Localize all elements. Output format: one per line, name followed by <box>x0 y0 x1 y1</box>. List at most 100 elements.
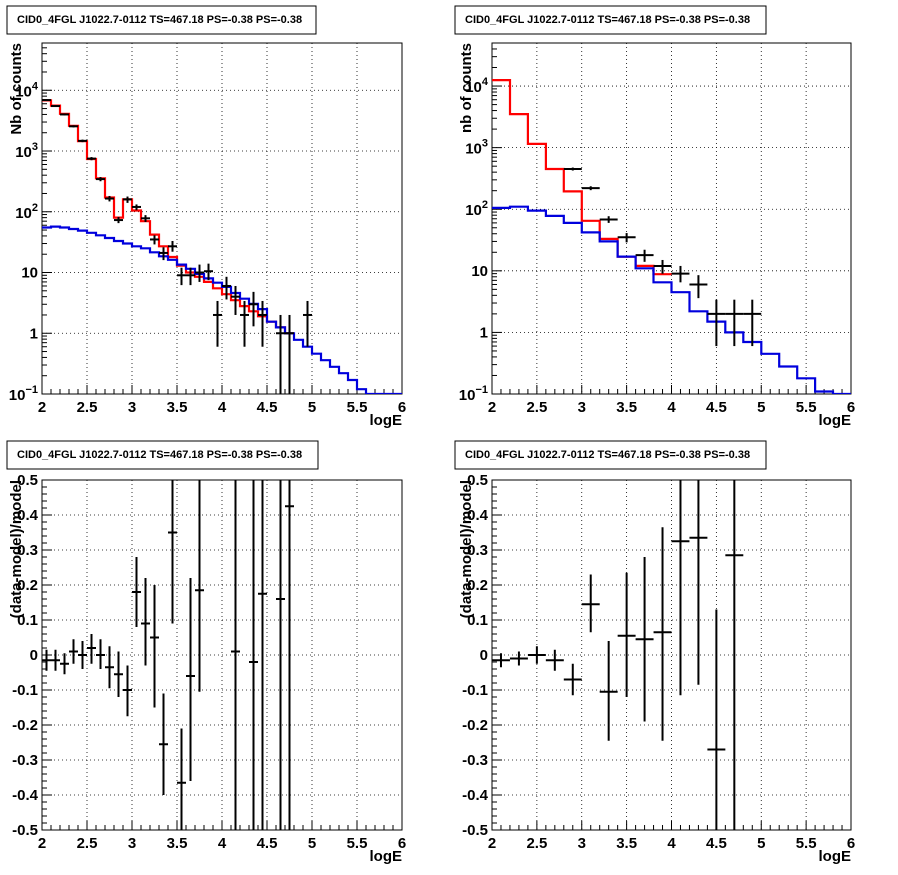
plot-area <box>492 79 851 394</box>
y-tick-label: 0.3 <box>467 542 488 559</box>
data-point <box>51 105 60 108</box>
y-tick-label: 1 <box>30 325 38 342</box>
residual-point <box>60 653 69 675</box>
data-point <box>653 259 672 274</box>
panel-title: CID0_4FGL J1022.7-0112 TS=467.18 PS=-0.3… <box>465 14 750 26</box>
y-axis-label: (data-model)/model <box>458 480 475 618</box>
y-axis-label: nb of counts <box>458 43 475 133</box>
data-point <box>285 314 294 394</box>
y-tick-label: 10−1 <box>9 384 38 404</box>
residual-point <box>96 639 105 669</box>
residual-point <box>195 480 204 692</box>
y-tick-label: 103 <box>465 138 488 158</box>
y-tick-label: -0.2 <box>12 717 38 734</box>
x-tick-label: 3 <box>578 835 586 852</box>
residual-point <box>150 585 159 708</box>
residual-point <box>168 480 177 624</box>
x-axis-label: logE <box>370 412 403 429</box>
residual-point <box>258 480 267 830</box>
x-axis: 2 2.5 3 3.5 4 4.5 5 5.5 6 <box>488 821 855 852</box>
data-point <box>635 249 654 262</box>
y-tick-label: 10 <box>471 263 488 280</box>
x-tick-label: 4 <box>667 835 676 852</box>
data-point <box>671 265 690 283</box>
data-point <box>195 264 204 282</box>
residual-point <box>186 578 195 781</box>
x-tick-label: 3 <box>128 399 136 416</box>
data-point <box>249 291 258 327</box>
x-tick-label: 2 <box>488 399 496 416</box>
data-point <box>87 157 96 161</box>
x-axis-label: logE <box>819 848 852 865</box>
residual-point <box>249 480 258 830</box>
residual-point <box>725 480 744 830</box>
residual-point <box>563 663 582 696</box>
data-point <box>42 99 51 102</box>
data-point <box>303 300 312 347</box>
residual-point <box>599 641 618 741</box>
title-box <box>454 440 767 470</box>
residual-point <box>581 574 600 633</box>
grid <box>491 43 852 395</box>
x-tick-label: 6 <box>847 835 855 852</box>
y-tick-label: 0.4 <box>467 507 489 524</box>
y-tick-label: -0.1 <box>462 682 488 699</box>
data-point <box>276 314 285 394</box>
residual-point <box>114 651 123 697</box>
x-tick-label: 4 <box>667 399 676 416</box>
y-tick-label: 1 <box>480 324 488 341</box>
title-box <box>6 440 319 470</box>
residual-point <box>159 693 168 795</box>
panel-4: 2 2.5 3 3.5 4 4.5 5 5.5 6logE-0.5-0.4-0.3-0.2-0.… <box>454 440 855 865</box>
data-point <box>60 113 69 116</box>
y-tick-label: 103 <box>15 141 38 161</box>
residual-point <box>671 480 690 696</box>
data-point <box>78 139 87 143</box>
residual-point <box>689 480 708 685</box>
residual-point <box>285 480 294 830</box>
x-tick-label: 5.5 <box>347 835 368 852</box>
data-point <box>725 299 744 347</box>
data-point <box>132 204 141 211</box>
y-tick-label: 102 <box>15 202 38 222</box>
x-tick-label: 3.5 <box>167 399 188 416</box>
residual-point <box>87 634 96 664</box>
y-tick-label: 0.5 <box>467 472 488 489</box>
y-tick-label: -0.4 <box>12 787 39 804</box>
data-point <box>159 247 168 261</box>
data-point <box>96 177 105 182</box>
x-axis-label: logE <box>370 848 403 865</box>
x-tick-label: 5 <box>308 835 316 852</box>
x-tick-label: 2.5 <box>77 835 98 852</box>
residual-point <box>617 572 636 697</box>
x-tick-label: 3 <box>578 399 586 416</box>
data-point <box>231 285 240 315</box>
x-tick-label: 4 <box>218 399 227 416</box>
data-point <box>105 195 114 202</box>
y-tick-label: 0.3 <box>17 542 38 559</box>
x-axis: 2 2.5 3 3.5 4 4.5 5 5.5 6 <box>38 385 406 416</box>
y-tick-label: -0.2 <box>462 717 488 734</box>
x-axis: 2 2.5 3 3.5 4 4.5 5 5.5 6 <box>38 821 406 852</box>
x-tick-label: 3.5 <box>616 835 637 852</box>
data-point <box>689 275 708 299</box>
y-tick-label: 0 <box>30 647 38 664</box>
residual-point <box>653 527 672 741</box>
y-tick-label: 0.2 <box>467 577 488 594</box>
y-tick-label: 0.5 <box>17 472 38 489</box>
model-total-histogram <box>492 79 672 276</box>
panel-title: CID0_4FGL J1022.7-0112 TS=467.18 PS=-0.3… <box>17 14 302 26</box>
y-tick-label: -0.3 <box>462 752 488 769</box>
grid <box>41 43 403 395</box>
x-tick-label: 5.5 <box>347 399 368 416</box>
x-tick-label: 5 <box>757 399 765 416</box>
model-component-histogram <box>42 225 402 394</box>
model-component-histogram <box>492 205 851 394</box>
residual-point <box>132 557 141 627</box>
title-box <box>6 5 317 35</box>
residual-point <box>105 646 114 689</box>
x-tick-label: 4.5 <box>257 835 278 852</box>
data-point <box>114 216 123 224</box>
